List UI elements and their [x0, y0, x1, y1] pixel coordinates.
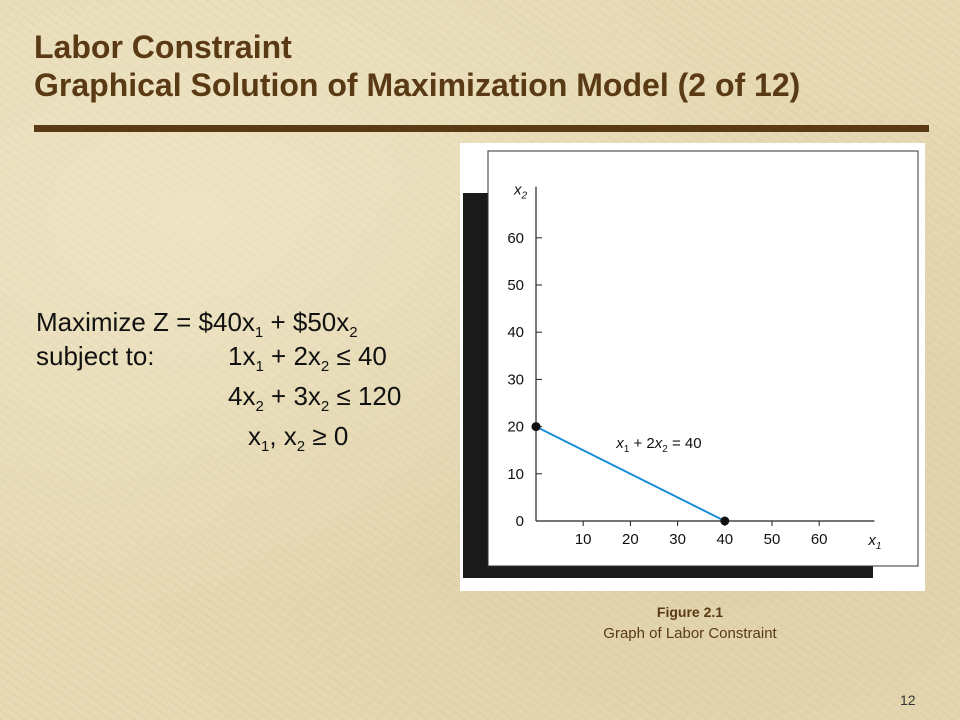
- subscript: 2: [320, 398, 330, 415]
- nonnegativity-constraint: x1, x2 ≥ 0: [248, 419, 349, 455]
- equation-text: Maximize Z = $40x: [36, 307, 255, 337]
- intercept-point: [531, 422, 541, 432]
- subscript: 2: [296, 438, 306, 455]
- subscript: 1: [261, 438, 270, 455]
- equation-text: + 2x: [263, 341, 321, 371]
- clay-constraint: 4x2 + 3x2 ≤ 120: [228, 379, 402, 415]
- equation-text: + $50x: [263, 307, 350, 337]
- x-tick-label: 10: [575, 531, 592, 548]
- slide-title: Labor Constraint Graphical Solution of M…: [34, 28, 800, 104]
- plot-box: [487, 150, 919, 567]
- y-tick-label: 50: [507, 277, 524, 294]
- subscript: 2: [255, 398, 264, 415]
- constraint-line: [535, 425, 726, 522]
- intercept-point: [720, 516, 730, 526]
- y-tick-label: 20: [507, 419, 524, 436]
- title-line-1: Labor Constraint: [34, 29, 292, 65]
- subscript: 1: [255, 358, 264, 375]
- x-tick-label: 30: [669, 531, 686, 548]
- title-line-2: Graphical Solution of Maximization Model…: [34, 67, 801, 103]
- equation-text: ≤ 120: [329, 381, 402, 411]
- objective-function: Maximize Z = $40x1 + $50x2: [36, 305, 358, 341]
- equation-text: , x: [269, 421, 297, 451]
- x-tick-label: 40: [716, 531, 733, 548]
- figure-caption: Graph of Labor Constraint: [603, 625, 777, 642]
- y-tick-label: 0: [516, 513, 524, 530]
- equation-text: ≥ 0: [305, 421, 349, 451]
- page-number: 12: [900, 692, 916, 708]
- y-tick-label: 60: [507, 230, 524, 247]
- equation-text: 1x: [228, 341, 256, 371]
- subject-to-label: subject to:: [36, 339, 155, 373]
- equation-text: + 3x: [263, 381, 321, 411]
- equation-text: x: [248, 421, 261, 451]
- figure-number: Figure 2.1: [656, 604, 724, 620]
- equation-text: ≤ 40: [329, 341, 387, 371]
- y-tick-label: 40: [507, 324, 524, 341]
- title-underline: [34, 125, 929, 132]
- subscript: 1: [254, 324, 264, 341]
- equation-text: subject to:: [36, 341, 155, 371]
- equation-text: 4x: [228, 381, 256, 411]
- x-tick-label: 60: [811, 531, 828, 548]
- constraint-line-label: x1 + 2x2 = 40: [615, 435, 701, 455]
- x-tick-label: 20: [622, 531, 639, 548]
- labor-constraint: 1x1 + 2x2 ≤ 40: [228, 339, 387, 375]
- subscript: 2: [349, 324, 358, 341]
- figure-panel: 10 20 30 40 50 60 0 10 20 30 40 50 60 x1 x2 x1 + 2x2 = …: [460, 143, 925, 591]
- y-tick-label: 10: [507, 466, 524, 483]
- y-tick-label: 30: [507, 371, 524, 388]
- subscript: 2: [320, 358, 330, 375]
- x-tick-label: 50: [764, 531, 781, 548]
